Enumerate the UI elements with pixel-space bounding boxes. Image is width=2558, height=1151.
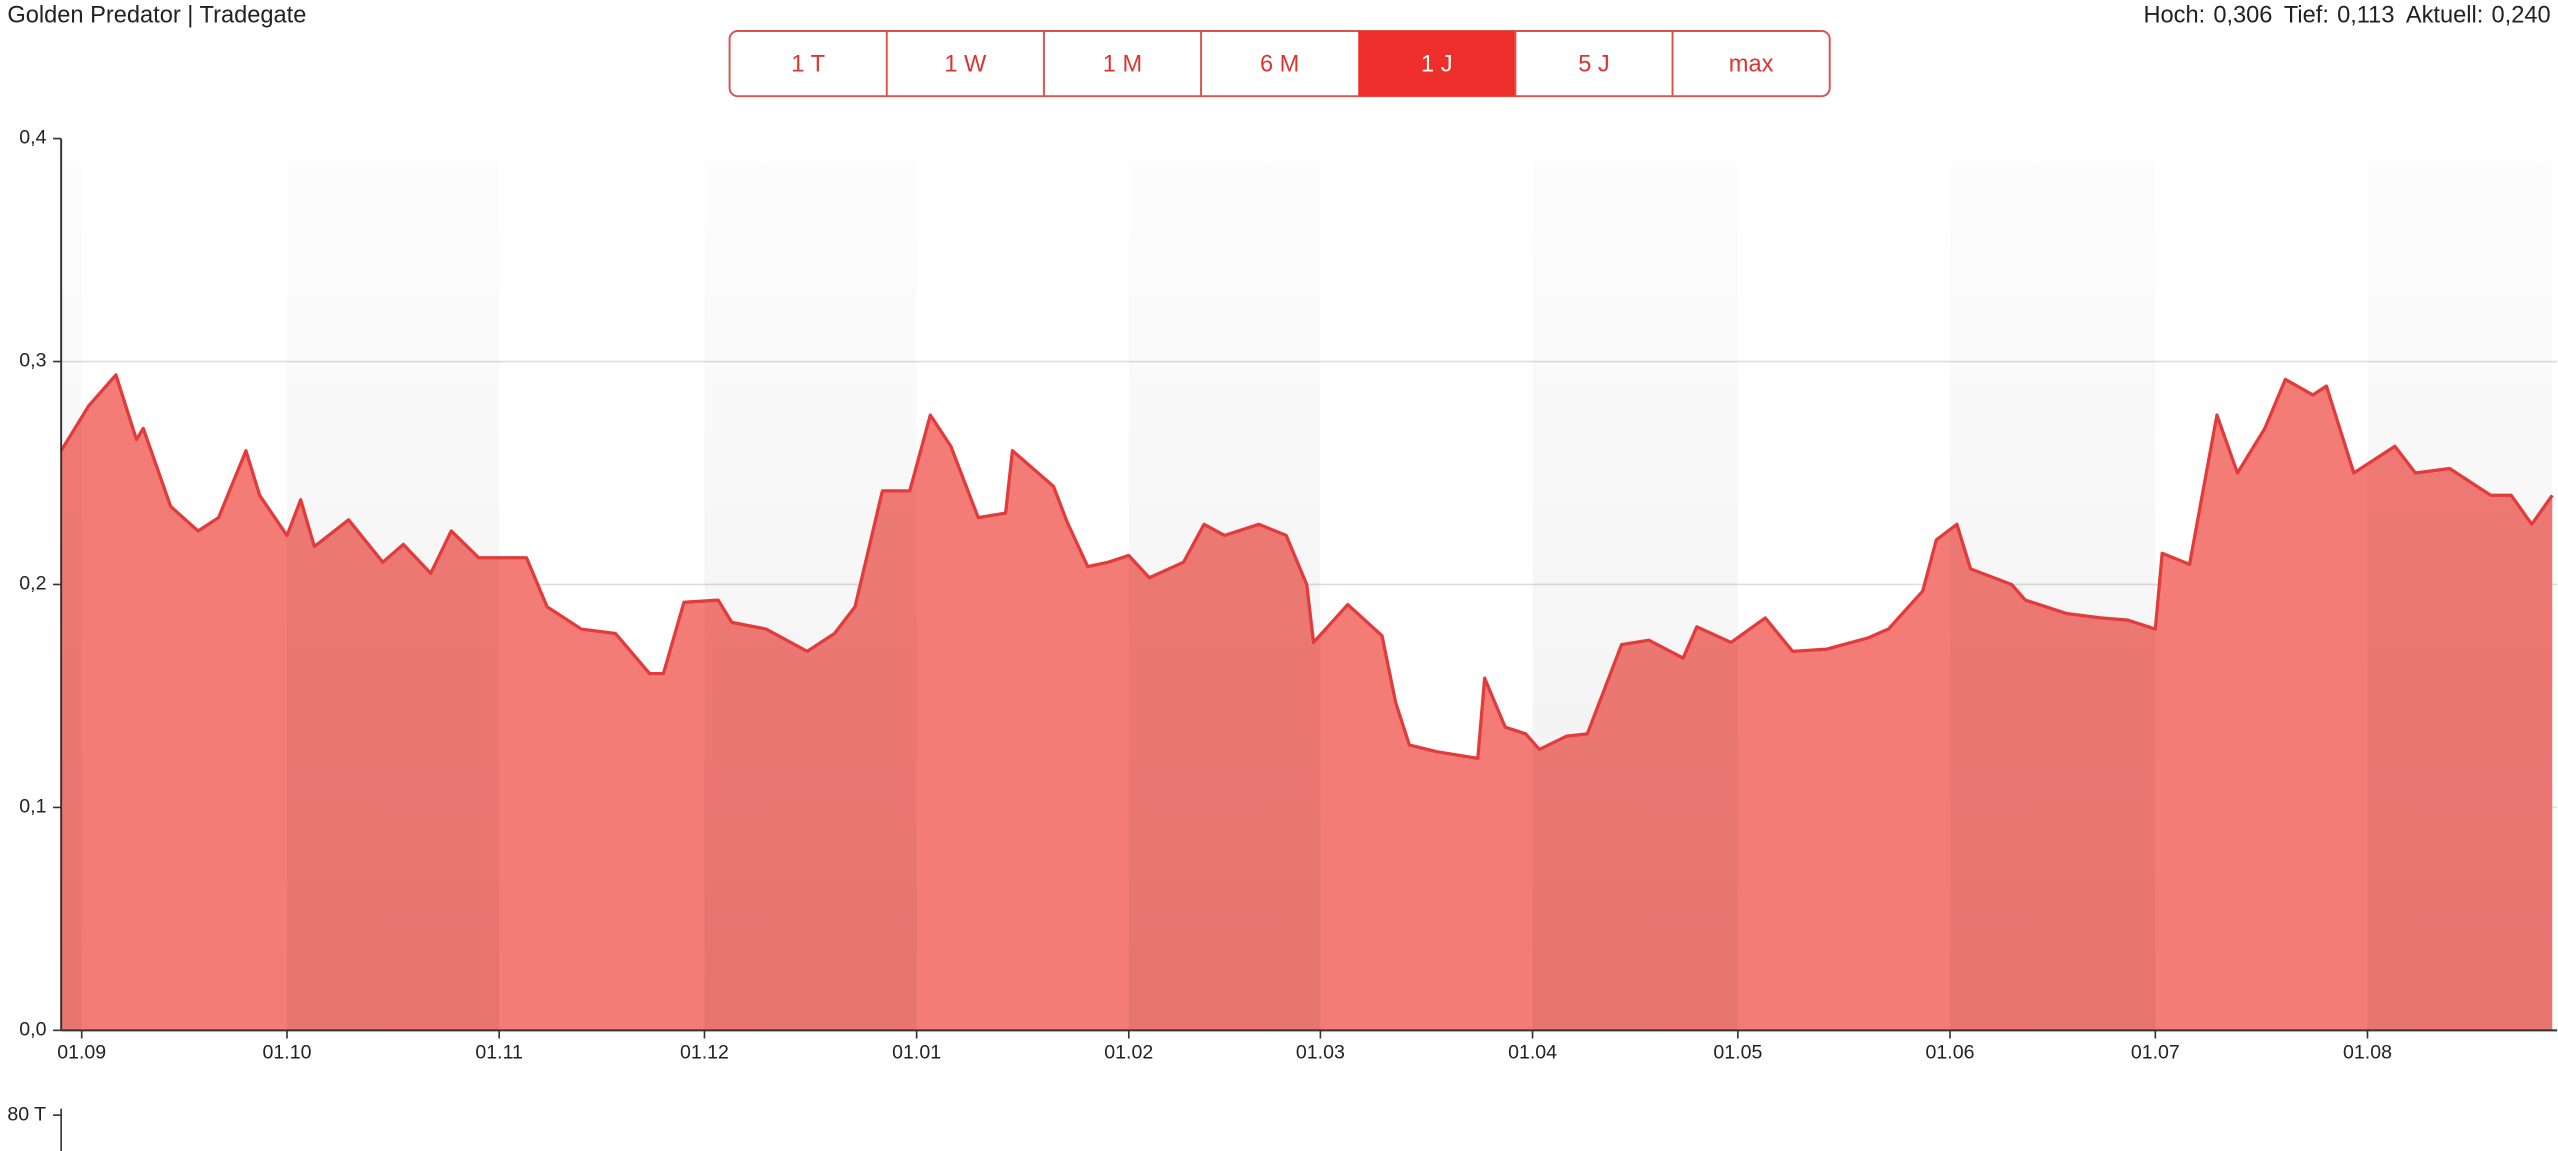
month-band (61, 161, 82, 1031)
y-tick-label: 0,2 (19, 573, 46, 595)
range-buttons: 1 T 1 W 1 M 6 M 1 J 5 J max (728, 29, 1831, 98)
price-line (59, 373, 2554, 760)
range-button[interactable]: 6 M (1260, 51, 1299, 77)
x-tick-label: 01.02 (1104, 1041, 1153, 1063)
stats: 0,240 Aktuell: 0,113 Tief: 0,306 Hoch: (2143, 3, 2550, 29)
x-tick-label: 01.04 (1508, 1041, 1557, 1063)
y-tick-label: 0,0 (19, 1019, 46, 1041)
y-tick-label: 0,4 (19, 127, 46, 149)
volume-label: 80 T (7, 1103, 46, 1125)
month-band (1128, 161, 1321, 1031)
y-tick-label: 0,3 (19, 350, 46, 372)
stat-label: Tief: (2284, 3, 2329, 29)
stat-value: 0,240 (2492, 3, 2551, 29)
x-tick-label: 01.12 (680, 1041, 729, 1063)
button-active[interactable] (1358, 30, 1516, 97)
plot: 0,0 0,1 0,2 0,3 0,4 01.09 01.10 01.11 01.12 01.01… (19, 127, 2558, 1063)
month-band (1532, 161, 1738, 1031)
x-tick-label: 01.10 (263, 1041, 312, 1063)
stat-label: Aktuell: (2406, 3, 2483, 29)
y-tick-label: 0,1 (19, 796, 46, 818)
range-button[interactable]: 1 T (791, 51, 825, 77)
month-band (287, 161, 500, 1031)
month-band (704, 161, 917, 1031)
range-button[interactable]: 1 M (1103, 51, 1142, 77)
stat-value: 0,113 (2337, 3, 2394, 29)
month-band (2367, 161, 2553, 1031)
x-tick-label: 01.09 (57, 1041, 106, 1063)
range-button[interactable]: max (1729, 51, 1774, 77)
stat-value: 0,306 (2213, 3, 2272, 29)
x-tick-label: 01.06 (1926, 1041, 1975, 1063)
x-tick-label: 01.03 (1296, 1041, 1345, 1063)
button-group-border (728, 29, 1831, 98)
x-tick-label: 01.05 (1713, 1041, 1762, 1063)
x-tick-label: 01.07 (2131, 1041, 2180, 1063)
x-tick-label: 01.11 (475, 1041, 522, 1063)
range-button[interactable]: 5 J (1578, 51, 1610, 77)
chart-title: Golden Predator | Tradegate (7, 3, 306, 29)
x-tick-label: 01.01 (892, 1041, 941, 1063)
x-tick-label: 01.08 (2343, 1041, 2392, 1063)
month-band (1950, 161, 2156, 1031)
range-button[interactable]: 1 J (1421, 51, 1453, 77)
stat-label: Hoch: (2143, 3, 2205, 29)
range-button[interactable]: 1 W (944, 51, 987, 77)
